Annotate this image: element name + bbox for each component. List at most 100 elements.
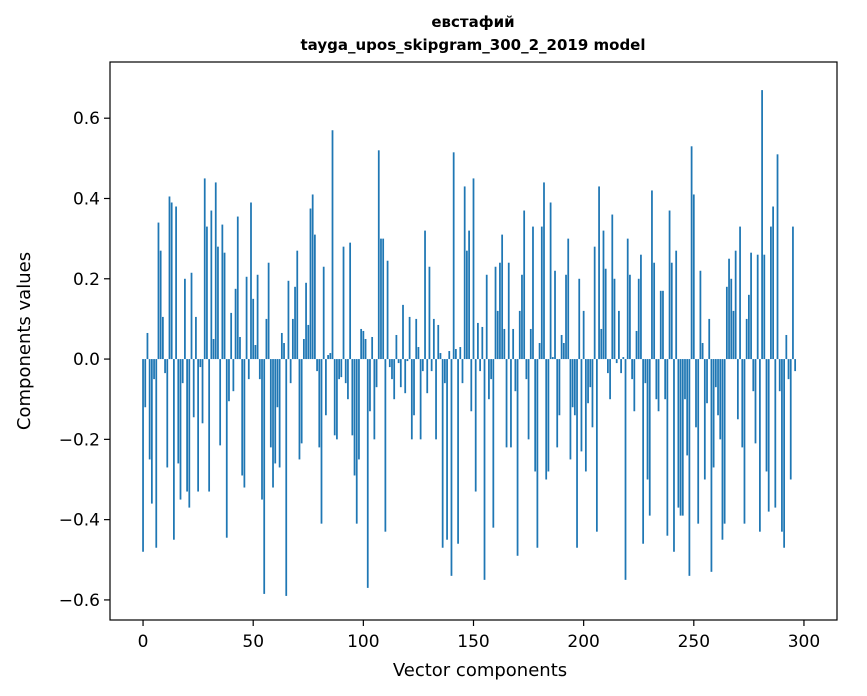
bar-46 <box>243 359 246 488</box>
bar-3 <box>148 359 151 460</box>
bar-49 <box>250 202 252 360</box>
bar-24 <box>195 316 197 360</box>
x-tick-label: 0 <box>138 632 149 652</box>
y-tick-label: −0.4 <box>59 511 100 531</box>
bar-8 <box>159 250 162 360</box>
bar-268 <box>732 310 735 360</box>
bar-35 <box>219 359 222 446</box>
bar-160 <box>494 266 497 360</box>
bar-280 <box>759 359 761 532</box>
bar-72 <box>300 359 303 444</box>
bar-166 <box>507 262 510 360</box>
bar-65 <box>285 359 288 596</box>
bar-267 <box>730 278 733 360</box>
bar-199 <box>580 359 583 452</box>
bar-253 <box>699 270 702 360</box>
bar-286 <box>772 206 774 360</box>
bar-77 <box>311 194 314 360</box>
bar-159 <box>492 359 495 528</box>
bar-100 <box>362 330 365 360</box>
bar-118 <box>402 304 404 360</box>
bar-14 <box>173 359 175 540</box>
bar-31 <box>210 210 213 360</box>
bar-45 <box>241 359 244 476</box>
bar-37 <box>223 252 226 360</box>
bar-60 <box>274 359 277 464</box>
bar-187 <box>554 270 556 360</box>
bar-202 <box>587 359 589 404</box>
bar-261 <box>717 359 719 416</box>
bar-2 <box>146 332 149 360</box>
bar-258 <box>710 359 713 572</box>
bar-79 <box>316 359 318 372</box>
bar-211 <box>607 359 609 374</box>
bars-group <box>142 90 797 596</box>
bar-88 <box>336 359 338 440</box>
bar-275 <box>747 294 750 360</box>
bar-17 <box>179 359 182 500</box>
bar-284 <box>767 359 770 512</box>
bar-21 <box>188 359 191 508</box>
bar-7 <box>157 222 160 360</box>
x-tick-label: 200 <box>567 632 599 652</box>
x-tick-label: 150 <box>457 632 489 652</box>
bar-270 <box>736 359 739 420</box>
bar-171 <box>518 310 521 360</box>
bar-115 <box>395 334 398 360</box>
bar-213 <box>611 214 614 360</box>
y-axis-label: Components values <box>14 252 35 430</box>
bar-197 <box>576 359 578 548</box>
bar-102 <box>366 359 369 588</box>
bar-110 <box>384 359 387 532</box>
bar-277 <box>752 359 755 392</box>
bar-216 <box>618 310 620 360</box>
bar-124 <box>415 318 418 360</box>
bar-123 <box>413 359 415 416</box>
bar-217 <box>620 359 622 374</box>
bar-210 <box>604 268 607 360</box>
bar-12 <box>168 196 171 360</box>
bar-33 <box>214 182 217 360</box>
y-tick-label: 0.6 <box>73 109 100 129</box>
bar-117 <box>399 359 402 388</box>
bar-238 <box>666 359 669 536</box>
bar-228 <box>644 359 647 384</box>
bar-156 <box>485 274 488 360</box>
bar-55 <box>263 359 266 594</box>
y-axis-ticks: −0.6 −0.4 −0.2 0.0 0.2 0.4 0.6 <box>59 109 110 611</box>
bar-61 <box>276 359 279 408</box>
bar-4 <box>150 359 153 504</box>
bar-269 <box>734 250 737 360</box>
bar-50 <box>252 298 255 360</box>
bar-232 <box>653 262 656 360</box>
bar-30 <box>208 359 211 492</box>
bar-162 <box>499 262 501 360</box>
bar-295 <box>792 226 794 360</box>
bar-109 <box>382 238 385 360</box>
bar-142 <box>454 349 457 360</box>
bar-131 <box>430 359 433 372</box>
bar-291 <box>783 359 786 548</box>
bar-289 <box>778 359 781 392</box>
bar-204 <box>591 359 594 428</box>
bar-243 <box>677 359 680 508</box>
bar-164 <box>503 328 506 360</box>
bar-18 <box>181 359 184 384</box>
bar-103 <box>369 359 371 412</box>
bar-52 <box>256 274 259 360</box>
bar-245 <box>681 359 684 516</box>
bar-149 <box>470 359 473 412</box>
bar-53 <box>258 359 261 380</box>
bar-170 <box>516 359 519 556</box>
bar-143 <box>457 359 459 544</box>
bar-93 <box>347 359 349 400</box>
bar-229 <box>646 359 649 480</box>
bar-173 <box>523 210 526 360</box>
bar-6 <box>155 359 158 548</box>
y-tick-label: 0.0 <box>73 350 100 370</box>
bar-38 <box>225 359 228 538</box>
bar-279 <box>756 254 759 360</box>
bar-190 <box>560 334 563 360</box>
bar-274 <box>745 318 748 360</box>
